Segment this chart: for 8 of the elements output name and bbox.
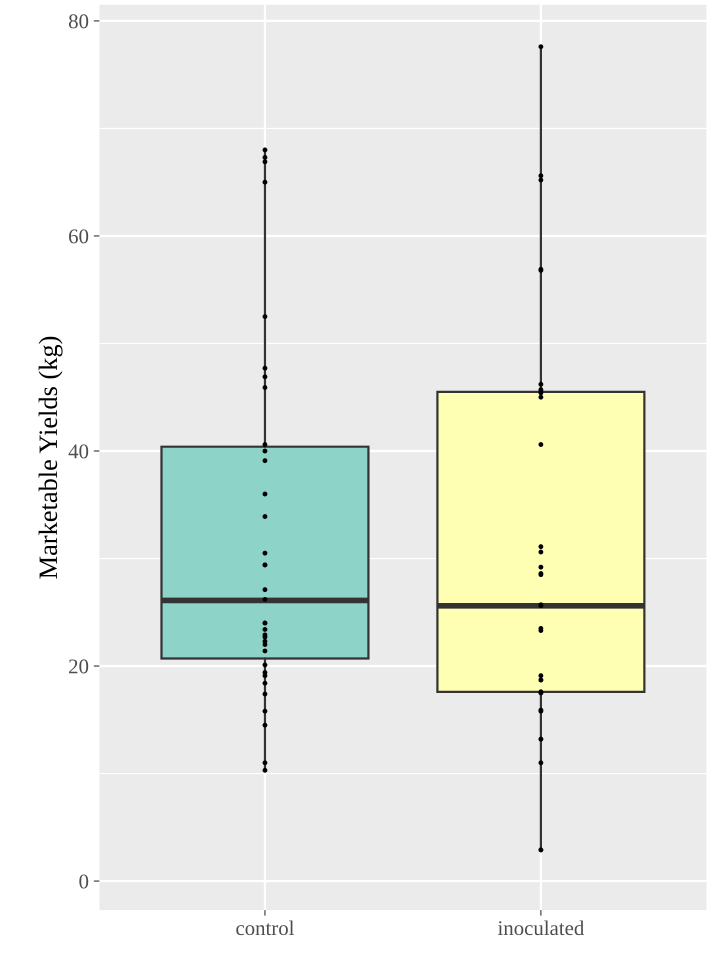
y-tick-label: 80 bbox=[68, 14, 88, 28]
x-tick-label: inoculated bbox=[498, 920, 584, 936]
y-axis-title: Marketable Yields (kg) bbox=[38, 336, 63, 579]
y-tick-label: 20 bbox=[69, 659, 88, 674]
x-tick-label: control bbox=[236, 920, 294, 936]
y-tick-label: 60 bbox=[69, 229, 88, 244]
y-tick-label: 40 bbox=[68, 444, 88, 458]
y-tick-label: 0 bbox=[79, 874, 88, 889]
